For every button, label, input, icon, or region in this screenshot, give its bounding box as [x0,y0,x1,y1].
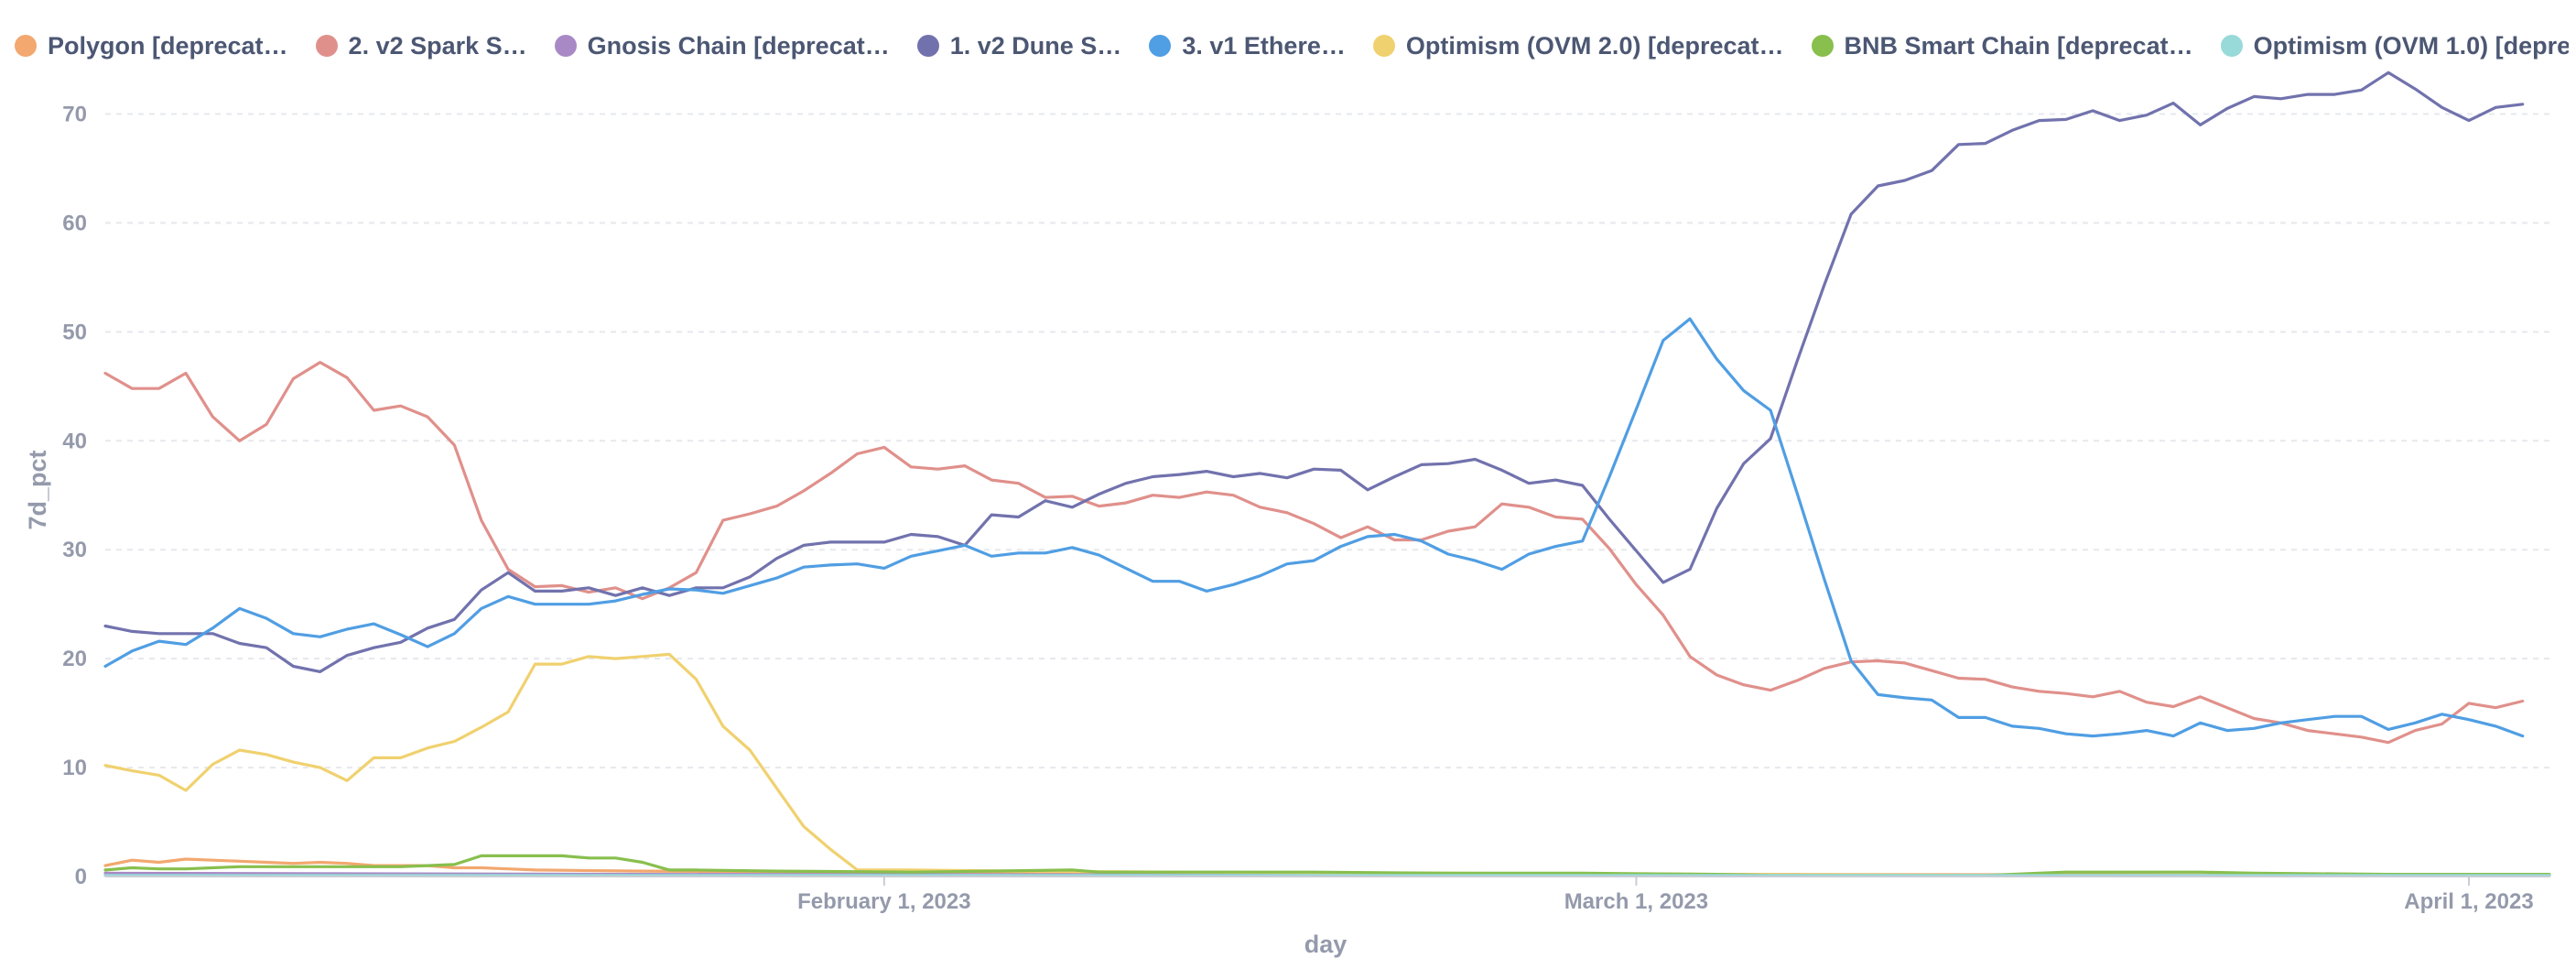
y-tick-label: 30 [62,538,87,562]
y-axis-title: 7d_pct [24,450,51,529]
y-tick-label: 10 [62,756,87,780]
series-line[interactable] [103,71,2525,673]
legend-label: 2. v2 Spark S… [348,31,527,60]
x-axis-title: day [1304,931,1348,958]
legend-swatch [554,35,577,57]
axes: 0 10 20 30 40 50 60 70 February 1, 2023 March 1, … [62,102,2549,914]
y-tick-label: 70 [62,102,87,126]
series-line[interactable] [103,854,2551,877]
legend-label: BNB Smart Chain [deprecat… [1844,31,2193,60]
legend-swatch [315,35,338,57]
legend-label: Optimism (OVM 1.0) [deprecat… [2253,31,2569,60]
legend-item[interactable]: Optimism (OVM 2.0) [deprecat… [1372,31,1784,60]
y-tick-label: 50 [62,320,87,344]
legend-item[interactable]: BNB Smart Chain [deprecat… [1811,31,2193,60]
legend-swatch [15,35,37,57]
legend-label: 1. v2 Dune S… [949,31,1122,60]
legend-swatch [1811,35,1834,57]
gridlines [105,113,2549,769]
chart-legend: Polygon [deprecat… 2. v2 Spark S… Gnosis C… [15,27,2569,64]
legend-label: Gnosis Chain [deprecat… [587,31,890,60]
series-line[interactable] [103,652,2551,877]
y-tick-label: 20 [62,647,87,671]
legend-label: 3. v1 Ethere… [1182,31,1346,60]
legend-item[interactable]: Optimism (OVM 1.0) [deprecat… [2220,31,2569,60]
x-tick-label: April 1, 2023 [2404,889,2533,914]
legend-swatch [916,35,939,57]
legend-swatch [2220,35,2243,57]
legend-swatch [1149,35,1172,57]
legend-item[interactable]: 3. v1 Ethere… [1149,32,1346,60]
x-tick-label: February 1, 2023 [797,889,970,914]
legend-item[interactable]: Gnosis Chain [deprecat… [554,31,890,60]
y-tick-label: 60 [62,211,87,235]
series-lines [103,71,2551,877]
series-line[interactable] [103,361,2525,745]
x-tick-label: March 1, 2023 [1564,889,1708,914]
series-line[interactable] [103,317,2525,738]
legend-item[interactable]: Polygon [deprecat… [15,32,288,60]
legend-item[interactable]: 2. v2 Spark S… [315,31,527,60]
y-tick-label: 40 [62,429,87,453]
legend-item[interactable]: 1. v2 Dune S… [916,31,1122,60]
legend-label: Polygon [deprecat… [48,31,288,60]
legend-swatch [1372,35,1395,57]
legend-label: Optimism (OVM 2.0) [deprecat… [1405,31,1784,60]
y-tick-label: 0 [75,865,87,889]
